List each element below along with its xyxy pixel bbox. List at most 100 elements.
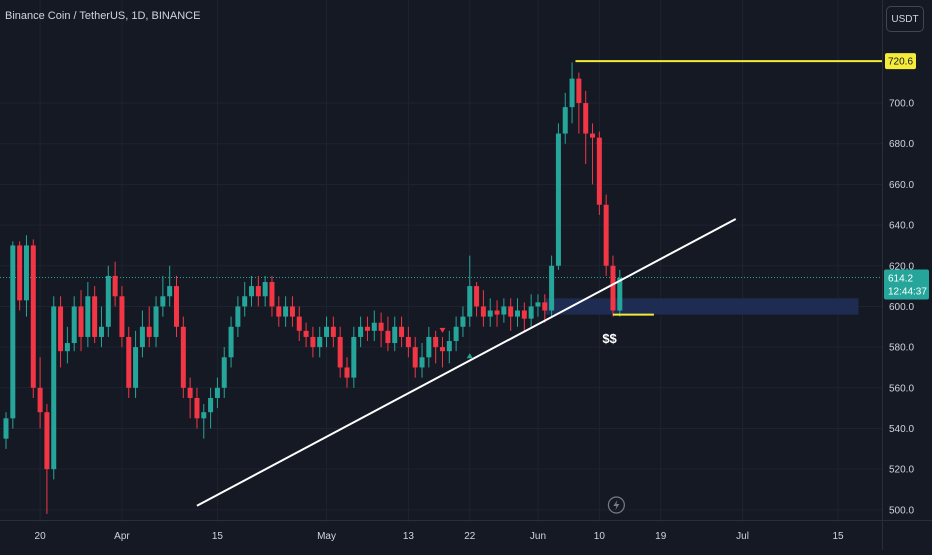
candle-body xyxy=(221,357,227,388)
candle-body xyxy=(494,310,500,315)
price-tick-label: 700.0 xyxy=(889,99,914,110)
price-tick-label: 500.0 xyxy=(889,505,914,516)
price-tick-label: 560.0 xyxy=(889,383,914,394)
candle-body xyxy=(187,387,193,398)
current-price-label: 614.2 xyxy=(888,274,913,285)
candle-body xyxy=(330,326,336,337)
sell-marker-icon xyxy=(596,142,603,148)
high-price-label: 720.6 xyxy=(888,57,913,68)
candle-body xyxy=(92,296,98,337)
candle-body xyxy=(303,330,309,337)
candle-body xyxy=(419,357,425,368)
lightning-icon xyxy=(613,500,620,510)
candle-body xyxy=(337,336,343,368)
price-tick-label: 660.0 xyxy=(889,180,914,191)
candle-body xyxy=(269,282,275,307)
candle-body xyxy=(583,103,589,134)
candle-body xyxy=(255,286,261,297)
candle-body xyxy=(590,133,596,138)
candle-body xyxy=(317,336,323,348)
candle-body xyxy=(167,286,173,297)
candle-body xyxy=(603,204,609,266)
candle-body xyxy=(44,412,50,470)
candle-body xyxy=(576,78,582,104)
candle-body xyxy=(433,336,439,348)
candle-body xyxy=(610,265,616,311)
candle-body xyxy=(467,286,473,317)
candle-body xyxy=(351,336,357,378)
candle-body xyxy=(139,326,145,348)
candle-body xyxy=(180,326,186,388)
candle-body xyxy=(262,282,268,297)
price-tick-label: 580.0 xyxy=(889,343,914,354)
candle-body xyxy=(201,412,207,419)
price-tick-label: 620.0 xyxy=(889,261,914,272)
candle-body xyxy=(17,245,23,301)
candle-body xyxy=(249,286,255,297)
candle-body xyxy=(617,277,623,311)
price-tick-label: 640.0 xyxy=(889,221,914,232)
events-circle-icon[interactable] xyxy=(607,496,625,514)
candle-body xyxy=(214,387,220,398)
price-tick-label: 520.0 xyxy=(889,465,914,476)
candle-body xyxy=(324,326,330,337)
candle-body xyxy=(549,265,555,311)
candle-body xyxy=(160,296,166,307)
candle-body xyxy=(112,275,118,297)
time-tick-label: 10 xyxy=(594,531,606,542)
candle-body xyxy=(562,107,568,134)
time-tick-label: 22 xyxy=(464,531,476,542)
candle-body xyxy=(85,296,91,337)
candle-body xyxy=(10,245,16,419)
candle-countdown-label: 12:44:37 xyxy=(888,287,927,298)
candle-body xyxy=(596,137,602,205)
candle-body xyxy=(528,306,534,319)
candle-body xyxy=(555,133,561,266)
candle-body xyxy=(371,322,377,331)
candle-body xyxy=(208,397,214,413)
candle-body xyxy=(310,336,316,348)
candle-body xyxy=(51,306,57,470)
buy-marker-icon xyxy=(466,353,473,359)
current-price-tag xyxy=(884,269,929,300)
chart-title: Binance Coin / TetherUS, 1D, BINANCE xyxy=(5,10,201,22)
price-tick-label: 600.0 xyxy=(889,302,914,313)
candle-body xyxy=(542,302,548,311)
candle-body xyxy=(474,286,480,307)
candle-body xyxy=(535,302,541,307)
time-tick-label: Jul xyxy=(736,531,749,542)
candle-body xyxy=(276,306,282,317)
candle-body xyxy=(71,306,77,344)
candle-body xyxy=(296,316,302,331)
candle-body xyxy=(453,326,459,342)
support-zone xyxy=(544,298,859,315)
candle-body xyxy=(405,336,411,348)
candle-body xyxy=(242,296,248,307)
candle-body xyxy=(174,286,179,327)
high-price-tag xyxy=(885,53,916,70)
candle-body xyxy=(439,347,445,352)
time-tick-label: 15 xyxy=(832,531,844,542)
candle-body xyxy=(30,245,36,388)
candle-body xyxy=(501,306,507,315)
time-tick-label: 19 xyxy=(655,531,667,542)
sell-marker-icon xyxy=(439,327,446,333)
candle-body xyxy=(289,306,295,317)
trendline[interactable] xyxy=(196,218,737,507)
candle-body xyxy=(23,245,29,301)
candle-body xyxy=(412,347,418,368)
candle-body xyxy=(446,341,452,352)
time-tick-label: Jun xyxy=(530,531,546,542)
candle-body xyxy=(98,326,104,337)
candle-body xyxy=(126,336,132,388)
candle-body xyxy=(78,306,84,337)
currency-button[interactable]: USDT xyxy=(886,6,924,32)
time-tick-label: 13 xyxy=(403,531,415,542)
time-tick-label: 15 xyxy=(212,531,224,542)
candle-body xyxy=(194,397,200,419)
candle-body xyxy=(283,306,289,317)
candle-body xyxy=(515,310,520,317)
